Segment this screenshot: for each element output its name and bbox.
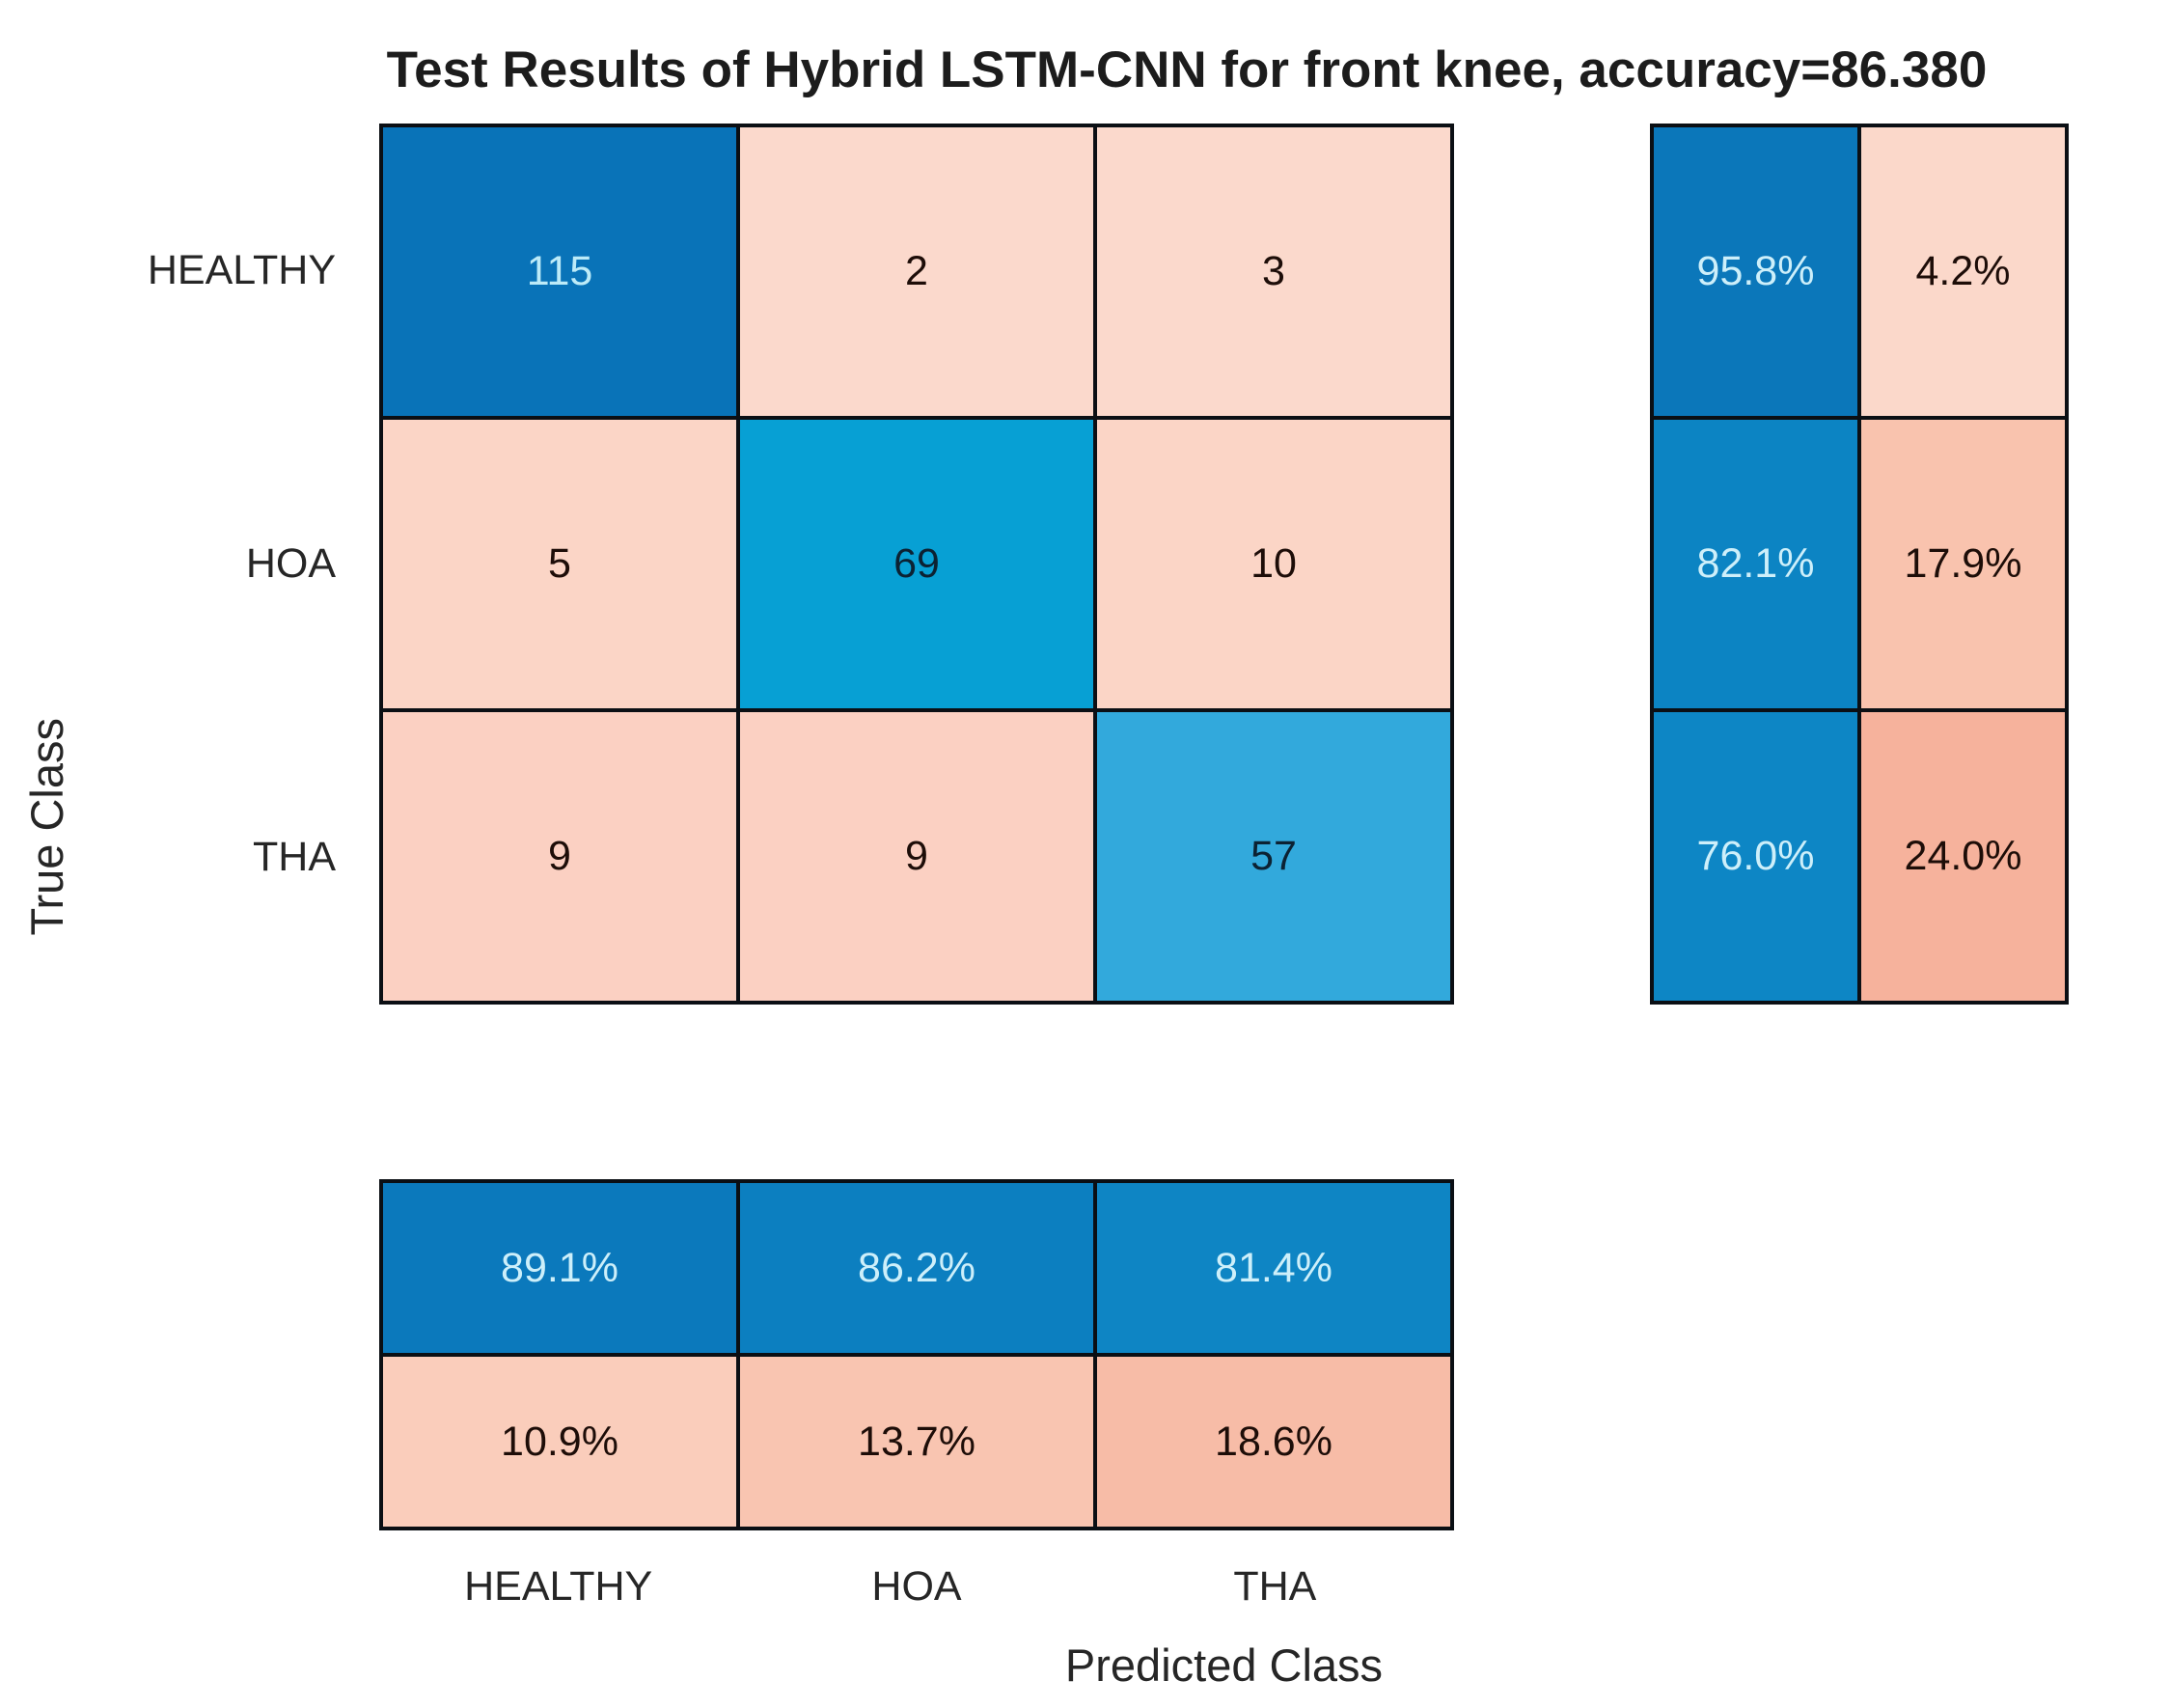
matrix-cell-r1c2: 10 — [1097, 420, 1450, 708]
matrix-cell-r2c2: 57 — [1097, 712, 1450, 1001]
row-summary-r1-fnr: 17.9% — [1861, 420, 2065, 708]
row-summary-panel: 95.8% 4.2% 82.1% 17.9% 76.0% 24.0% — [1650, 124, 2069, 1005]
matrix-cell-r0c0: 115 — [383, 127, 736, 416]
y-axis-tick-labels: HEALTHY HOA THA — [0, 124, 359, 1005]
row-summary-r2-tpr: 76.0% — [1654, 712, 1857, 1001]
x-axis-label: Predicted Class — [1064, 1639, 1384, 1691]
x-tick-hoa: HOA — [871, 1563, 962, 1610]
col-summary-fdr-healthy: 10.9% — [383, 1357, 736, 1527]
row-summary-r1-tpr: 82.1% — [1654, 420, 1857, 708]
y-tick-hoa: HOA — [245, 539, 336, 587]
row-summary-r2-fnr: 24.0% — [1861, 712, 2065, 1001]
matrix-cell-r2c0: 9 — [383, 712, 736, 1001]
col-summary-ppv-tha: 81.4% — [1097, 1183, 1450, 1353]
col-summary-fdr-hoa: 13.7% — [740, 1357, 1093, 1527]
matrix-cell-r0c2: 3 — [1097, 127, 1450, 416]
matrix-cell-r2c1: 9 — [740, 712, 1093, 1001]
column-summary-panel: 89.1% 86.2% 81.4% 10.9% 13.7% 18.6% — [379, 1179, 1454, 1530]
y-axis-label: True Class — [12, 124, 81, 1530]
col-summary-fdr-tha: 18.6% — [1097, 1357, 1450, 1527]
col-summary-ppv-hoa: 86.2% — [740, 1183, 1093, 1353]
row-summary-r0-fnr: 4.2% — [1861, 127, 2065, 416]
matrix-cell-r1c0: 5 — [383, 420, 736, 708]
row-summary-r0-tpr: 95.8% — [1654, 127, 1857, 416]
y-tick-tha: THA — [253, 834, 336, 881]
y-axis-label-text: True Class — [20, 718, 72, 936]
x-tick-healthy: HEALTHY — [464, 1563, 653, 1610]
y-tick-healthy: HEALTHY — [147, 246, 336, 293]
x-axis-tick-labels: HEALTHY HOA THA — [379, 1563, 1454, 1621]
col-summary-ppv-healthy: 89.1% — [383, 1183, 736, 1353]
x-tick-tha: THA — [1233, 1563, 1317, 1610]
matrix-cell-r1c1: 69 — [740, 420, 1093, 708]
confusion-matrix: 115 2 3 5 69 10 9 9 57 — [379, 124, 1454, 1005]
chart-title: Test Results of Hybrid LSTM-CNN for fron… — [386, 41, 1988, 98]
matrix-cell-r0c1: 2 — [740, 127, 1093, 416]
